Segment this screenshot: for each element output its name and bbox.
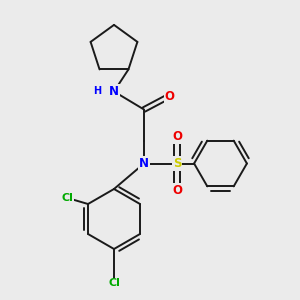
- Text: O: O: [172, 184, 182, 197]
- Text: O: O: [164, 89, 175, 103]
- Text: N: N: [139, 157, 149, 170]
- Text: H: H: [93, 86, 102, 97]
- Text: N: N: [109, 85, 119, 98]
- Text: Cl: Cl: [61, 193, 74, 203]
- Text: O: O: [172, 130, 182, 143]
- Text: S: S: [173, 157, 181, 170]
- Text: Cl: Cl: [108, 278, 120, 289]
